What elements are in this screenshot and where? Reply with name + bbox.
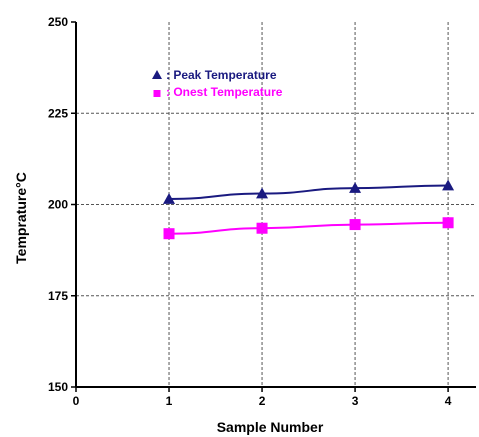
legend-label-peak: : Peak Temperature [166,68,277,82]
point-peak [256,187,269,199]
point-onset [442,217,454,229]
y-tick-label: 175 [48,289,68,303]
series-peak [163,179,455,204]
series-group [163,179,455,240]
x-tick-label: 1 [166,394,173,408]
point-peak [442,179,455,191]
legend-marker-onset [153,90,161,97]
series-line-onset [169,221,449,235]
point-onset [349,219,361,231]
series-line-peak [169,184,449,201]
grid [76,22,476,387]
point-peak [349,182,362,193]
y-tick-label: 150 [48,380,68,394]
tick-labels: 150 175 200 225 250 0 1 2 3 4 [48,15,452,408]
axes [71,21,476,392]
y-tick-label: 225 [48,106,68,120]
series-onset [163,217,454,240]
point-onset [163,228,175,240]
legend-marker-peak [152,70,162,79]
x-tick-label: 3 [352,394,359,408]
x-tick-label: 4 [445,394,452,408]
y-axis-title: Temprature°C [13,172,29,264]
legend: : Peak Temperature : Onest Temperature [152,68,283,99]
legend-label-onset: : Onest Temperature [166,85,283,99]
y-tick-label: 250 [48,15,68,29]
point-peak [163,193,176,204]
y-tick-label: 200 [48,198,68,212]
x-axis-title: Sample Number [217,419,324,435]
x-tick-label: 0 [73,394,80,408]
x-tick-label: 2 [259,394,266,408]
point-onset [256,222,268,234]
